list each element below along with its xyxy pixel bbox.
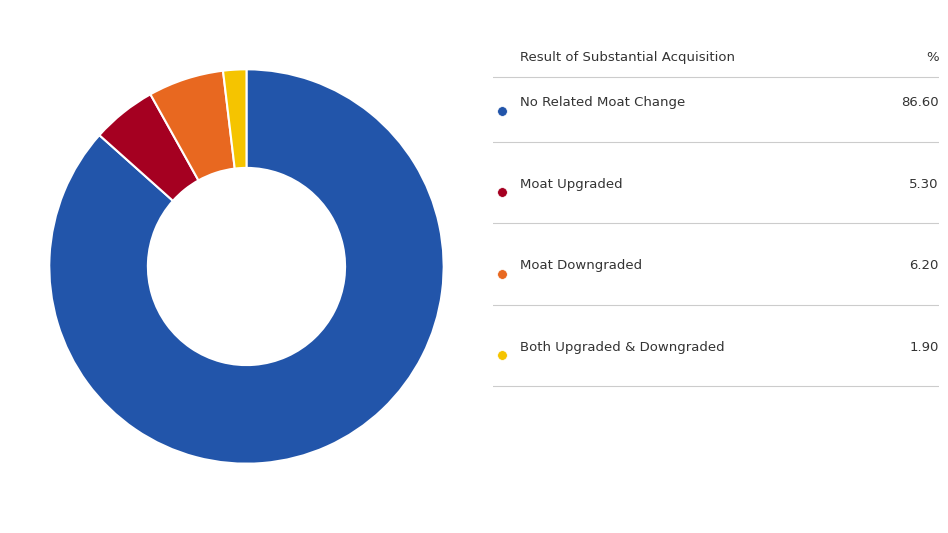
Text: 86.60: 86.60 [901,96,939,109]
Wedge shape [100,94,198,201]
Wedge shape [151,71,235,180]
Text: %: % [926,51,939,63]
Text: 5.30: 5.30 [909,178,939,191]
Text: Result of Substantial Acquisition: Result of Substantial Acquisition [520,51,735,63]
Text: 1.90: 1.90 [909,341,939,354]
Wedge shape [49,69,444,464]
Text: 6.20: 6.20 [909,260,939,272]
Text: Moat Upgraded: Moat Upgraded [520,178,622,191]
Wedge shape [223,69,246,168]
Text: Moat Downgraded: Moat Downgraded [520,260,642,272]
Text: No Related Moat Change: No Related Moat Change [520,96,685,109]
Text: Both Upgraded & Downgraded: Both Upgraded & Downgraded [520,341,724,354]
